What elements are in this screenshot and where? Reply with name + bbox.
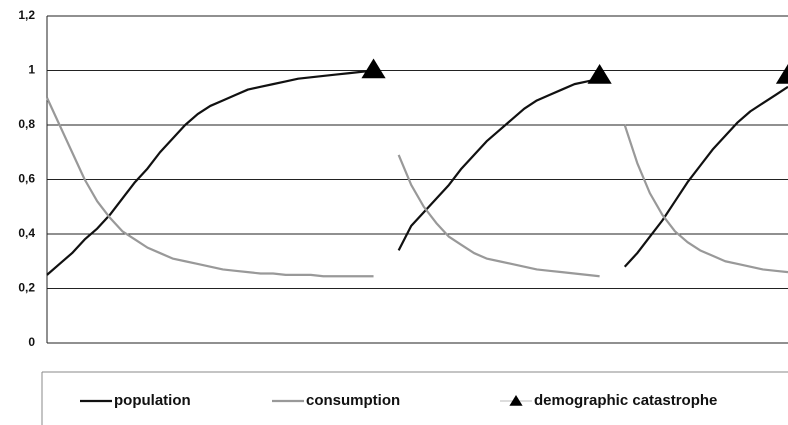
y-tick-label: 1 <box>28 63 35 77</box>
y-tick-label: 0 <box>28 335 35 349</box>
legend-label: demographic catastrophe <box>534 392 717 409</box>
marker <box>775 63 788 84</box>
y-tick-label: 0,4 <box>18 226 35 240</box>
y-tick-label: 0,6 <box>18 172 35 186</box>
y-tick-label: 0,8 <box>18 117 35 131</box>
line-0 <box>46 69 788 276</box>
legend-label: consumption <box>306 392 400 409</box>
y-tick-label: 1,2 <box>18 8 35 22</box>
line-1 <box>46 97 788 278</box>
marker <box>361 58 386 79</box>
y-tick-label: 0,2 <box>18 281 35 295</box>
legend-swatch <box>509 395 523 406</box>
legend-label: population <box>114 392 191 409</box>
marker <box>587 63 612 84</box>
